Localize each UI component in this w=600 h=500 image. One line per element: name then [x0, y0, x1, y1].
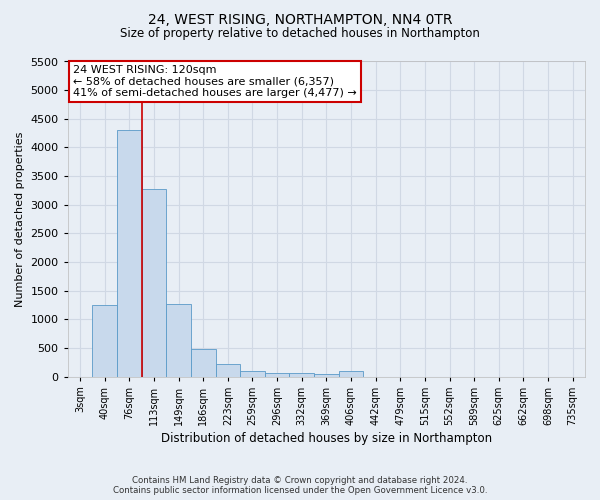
Text: 24, WEST RISING, NORTHAMPTON, NN4 0TR: 24, WEST RISING, NORTHAMPTON, NN4 0TR [148, 12, 452, 26]
Bar [314, 374, 338, 376]
Y-axis label: Number of detached properties: Number of detached properties [15, 132, 25, 306]
Bar [265, 373, 289, 376]
Bar [215, 364, 240, 376]
Text: 24 WEST RISING: 120sqm
← 58% of detached houses are smaller (6,357)
41% of semi-: 24 WEST RISING: 120sqm ← 58% of detached… [73, 64, 356, 98]
Bar [117, 130, 142, 376]
Text: Size of property relative to detached houses in Northampton: Size of property relative to detached ho… [120, 28, 480, 40]
Bar [166, 304, 191, 376]
Text: Contains HM Land Registry data © Crown copyright and database right 2024.
Contai: Contains HM Land Registry data © Crown c… [113, 476, 487, 495]
Bar [338, 372, 364, 376]
Bar [191, 349, 215, 376]
X-axis label: Distribution of detached houses by size in Northampton: Distribution of detached houses by size … [161, 432, 492, 445]
Bar [92, 305, 117, 376]
Bar [289, 374, 314, 376]
Bar [142, 188, 166, 376]
Bar [240, 371, 265, 376]
